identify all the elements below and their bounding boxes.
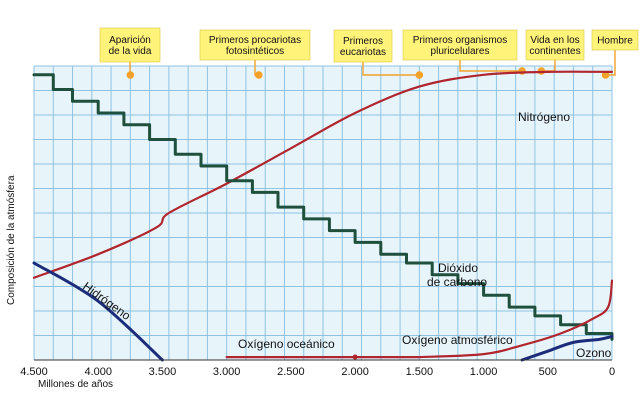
event-box [525,29,585,61]
event-label: Primeros organismos [413,35,507,46]
series-line-nitrogeno [32,70,614,279]
event-label: Aparición [109,35,151,46]
event-label: Hombre [597,36,633,47]
event-box [402,29,518,61]
x-tick-label: 1.000 [470,366,498,378]
x-tick-label: 2.500 [277,366,305,378]
x-tick-label: 4.500 [20,366,48,378]
event-dot [415,71,424,79]
x-tick-label: 2.000 [341,366,369,378]
x-tick-labels: 4.500 4.000 3.500 3.000 2.500 2.000 1.500 1.000… [20,366,615,378]
series-line-hidrogeno [32,261,164,362]
series-layer [32,70,614,362]
event-connector [362,62,420,76]
x-tick-label: 1.500 [406,366,434,378]
event-label: pluricelulares [431,46,490,57]
series-line-ozono [520,335,614,362]
event-label: Primeros [343,36,383,47]
event-dot [126,71,135,79]
event-dot [601,71,610,79]
event-label: continentes [529,46,580,57]
oxygen-transition-dot [352,354,358,360]
event-box [99,27,161,63]
event-label: eucariotas [340,47,386,58]
event-label: de la vida [109,46,152,57]
event-box [591,29,639,51]
event-connector [459,60,523,72]
x-tick-label: 4.000 [84,366,112,378]
series-line-dioxido-de-carbono [32,73,614,341]
event-label: Vida en los [530,35,579,46]
x-tick-label: 3.500 [149,366,177,378]
series-label-dioxido-2: de carbono [427,275,487,289]
x-tick-label: 0 [609,366,615,378]
x-tick-label: 500 [539,366,557,378]
y-axis-label: Composición de la atmósfera [6,175,17,305]
event-label: Primeros procariotas [209,35,301,46]
series-label-dioxido-1: Dióxido [438,261,478,275]
event-box [199,29,311,61]
event-label: fotosintéticos [226,46,284,57]
series-label-oxigeno-atmosferico: Oxígeno atmosférico [402,333,513,347]
x-axis-label: Millones de años [38,379,113,390]
event-box [333,29,393,63]
series-line-oxigeno-atmosferico [418,279,614,359]
series-label-ozono: Ozono [576,346,612,360]
x-tick-label: 3.000 [213,366,241,378]
series-label-nitrogeno: Nitrógeno [518,110,570,124]
series-label-oxigeno-oceanico: Oxígeno oceánico [238,337,335,351]
event-dot [254,71,263,79]
